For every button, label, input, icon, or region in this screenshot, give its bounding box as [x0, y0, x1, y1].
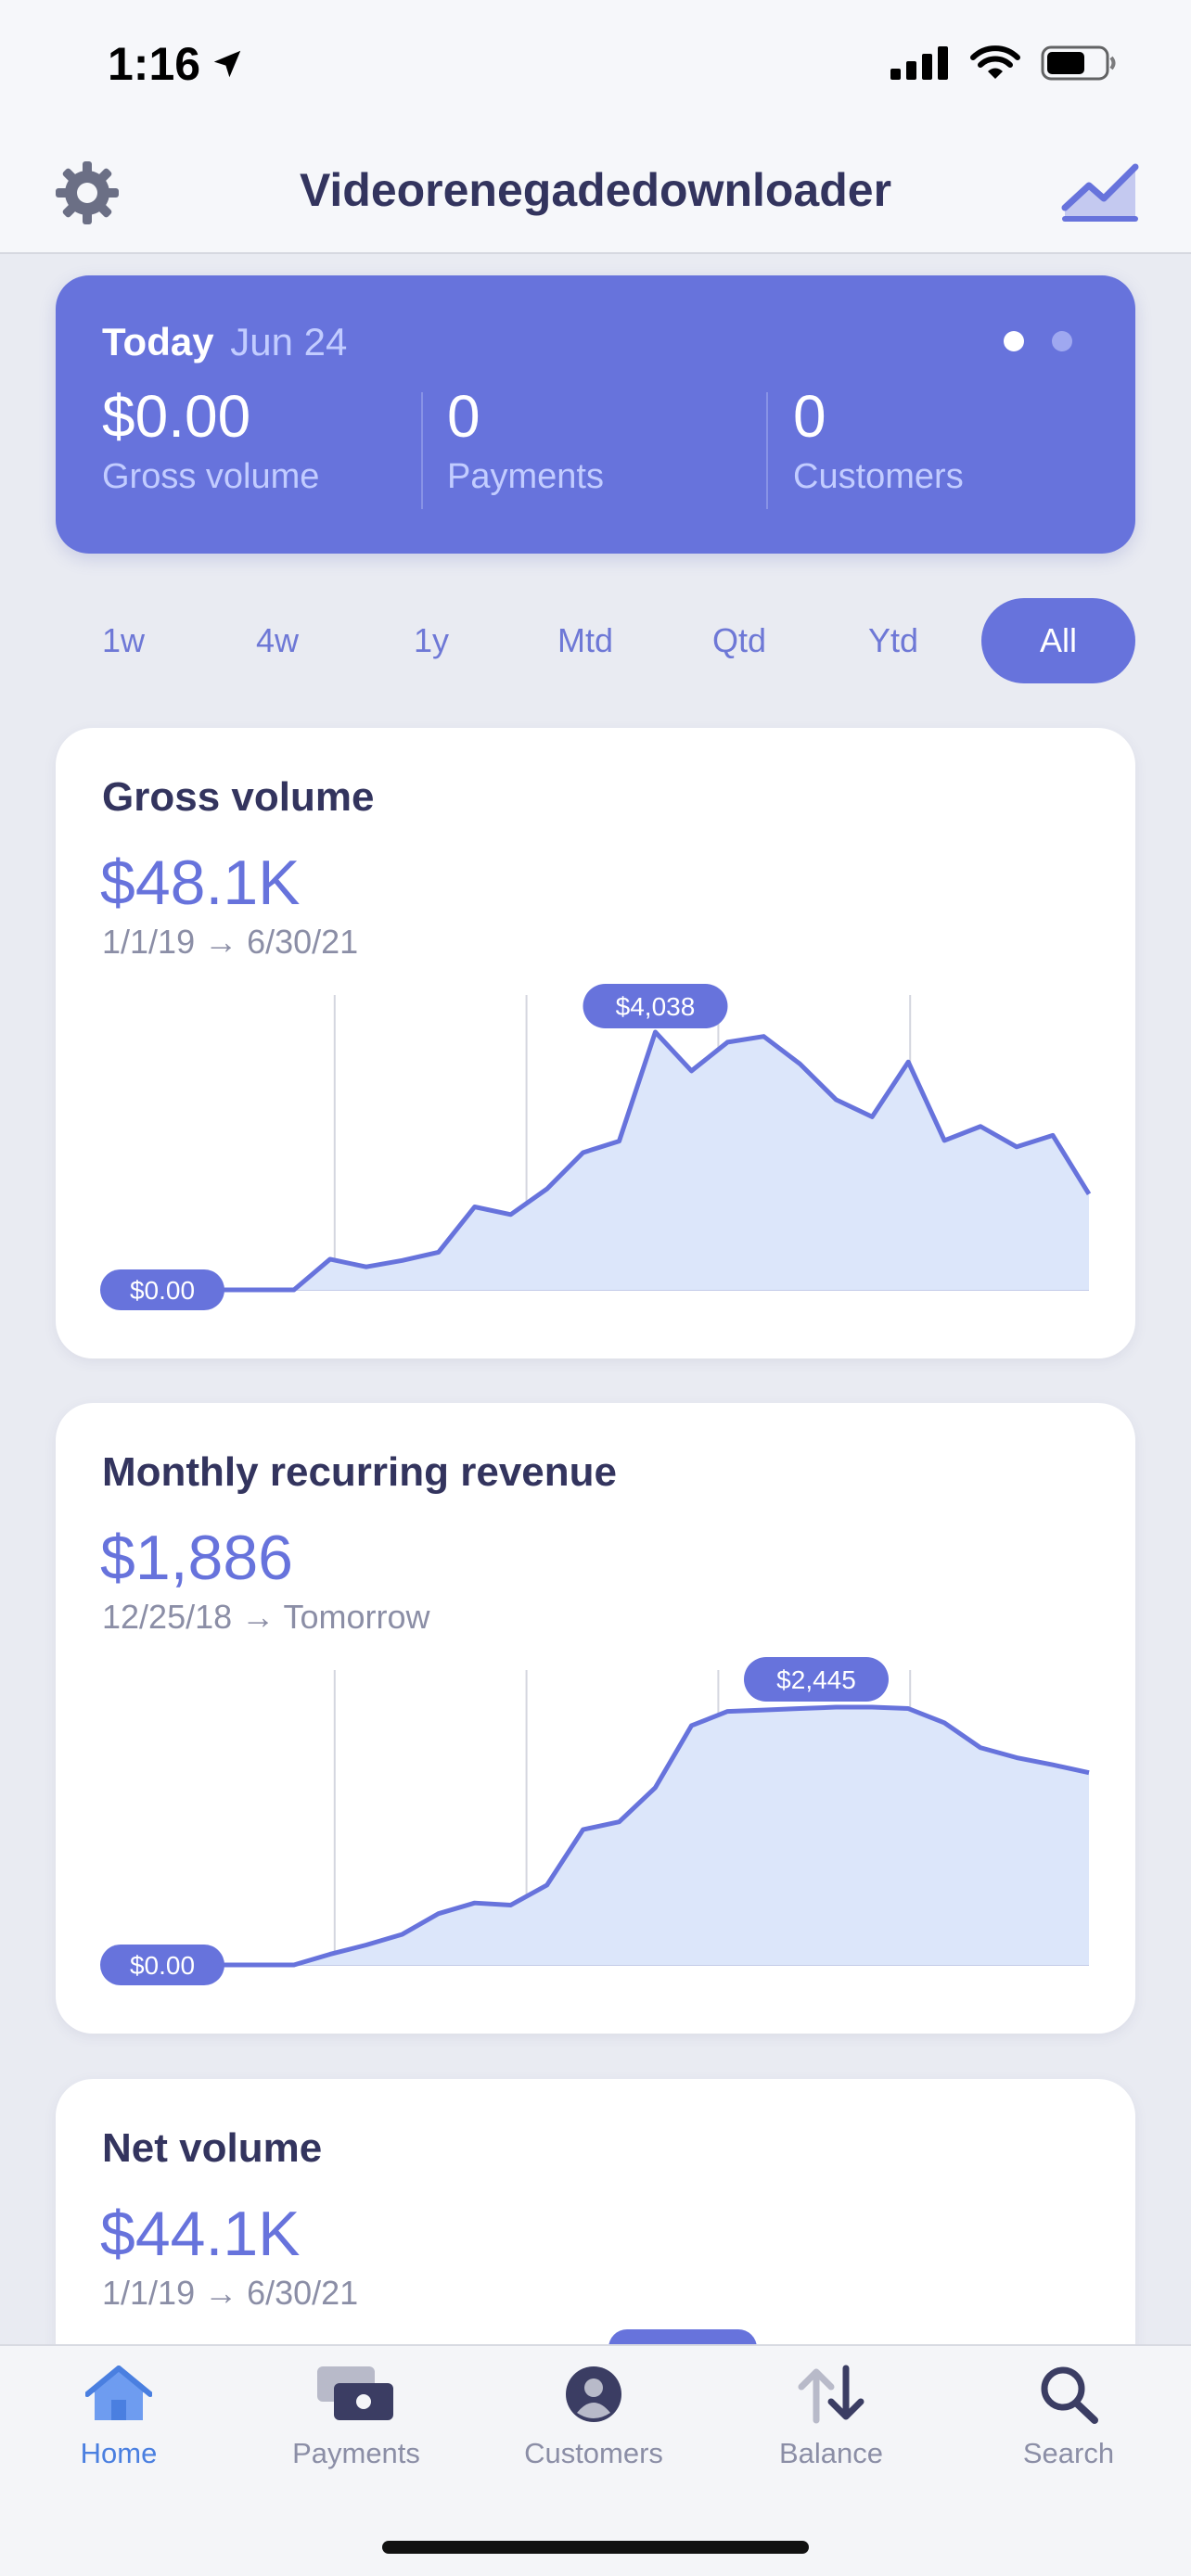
chart-max-label-bg [744, 1657, 889, 1702]
status-indicators [890, 45, 1117, 82]
stat-gross-volume-label: Gross volume [102, 457, 320, 496]
tab-label: Payments [292, 2437, 420, 2469]
tab-customers[interactable]: Customers [475, 2365, 712, 2470]
status-time-text: 1:16 [108, 38, 201, 90]
chart-max-label-text: $4,038 [616, 992, 696, 1021]
page-indicator[interactable] [1004, 331, 1072, 351]
range-tabs: 1w 4w 1y Mtd Qtd Ytd All [56, 598, 1135, 683]
card-date-range: 12/25/18 → Tomorrow [102, 1598, 430, 1636]
card-date-range: 1/1/19 → 6/30/21 [102, 923, 359, 961]
page-title: Videorenegadedownloader [299, 164, 892, 216]
gross-volume-card[interactable]: $0.00 $4,038 Gross volume $48.1K 1/1/19 →… [56, 728, 1135, 1358]
range-tab-mtd[interactable]: Mtd [557, 621, 613, 659]
home-icon [85, 2366, 152, 2420]
gross-volume-chart: $0.00 $4,038 [100, 984, 1092, 1310]
stat-divider [766, 392, 768, 509]
tab-bar: Home Payments Customers Balance Search [0, 2344, 1191, 2576]
tab-label: Customers [524, 2437, 663, 2469]
battery-icon [1041, 45, 1116, 81]
stat-customers-value: 0 [793, 383, 826, 450]
search-icon [1041, 2366, 1098, 2424]
chart-line [186, 1704, 1090, 1968]
nav-bar: Videorenegadedownloader [0, 139, 1191, 254]
payments-icon [317, 2366, 393, 2420]
chart-min-label-bg [100, 1945, 224, 1985]
stat-customers-label: Customers [793, 457, 964, 496]
chart-line [186, 1029, 1092, 1293]
location-arrow-icon [213, 50, 241, 78]
stat-customers: 0 Customers [793, 387, 964, 497]
mrr-card[interactable]: $0.00 $2,445 Monthly recurring revenue $1… [56, 1403, 1135, 2034]
range-tab-4w[interactable]: 4w [255, 621, 300, 659]
chart-max-label-text: $2,445 [776, 1665, 856, 1694]
tab-label: Home [80, 2437, 158, 2469]
range-tab-1w[interactable]: 1w [101, 621, 146, 659]
card-title: Gross volume [102, 774, 375, 820]
wifi-icon [970, 45, 1020, 79]
home-indicator [382, 2541, 809, 2554]
stat-payments-value: 0 [447, 383, 480, 450]
chart-min-label-text: $0.00 [130, 1276, 195, 1305]
chart-max-label: $2,445 [744, 1657, 889, 1702]
chart-area [186, 1707, 1089, 1965]
card-value: $44.1K [100, 2199, 301, 2269]
status-bar: 1:16 [0, 0, 1191, 139]
tab-home[interactable]: Home [0, 2365, 237, 2470]
card-value: $48.1K [100, 848, 301, 918]
customer-icon [566, 2366, 621, 2422]
stat-payments-label: Payments [447, 457, 604, 496]
chart-area [186, 1032, 1089, 1290]
tab-search[interactable]: Search [950, 2365, 1187, 2470]
status-time: 1:16 [108, 37, 245, 91]
stat-payments: 0 Payments [447, 387, 604, 497]
range-tab-qtd[interactable]: Qtd [711, 621, 767, 659]
range-tab-1y[interactable]: 1y [413, 621, 450, 659]
balance-icon [798, 2365, 864, 2424]
card-title: Monthly recurring revenue [102, 1449, 618, 1495]
today-header: Today Jun 24 [102, 320, 347, 364]
chart-max-label: $4,038 [583, 984, 728, 1028]
gear-icon[interactable] [52, 158, 122, 228]
line-chart-icon[interactable] [1061, 159, 1139, 226]
chart-min-label: $0.00 [100, 1945, 224, 1985]
chart-max-label-bg [583, 984, 728, 1028]
signal-icon [890, 46, 948, 80]
chart-min-label-bg [100, 1269, 224, 1310]
card-date-range: 1/1/19 → 6/30/21 [102, 2274, 359, 2312]
today-summary-card[interactable]: Today Jun 24 $0.00 Gross volume 0 Paymen… [56, 275, 1135, 554]
tab-payments[interactable]: Payments [237, 2365, 475, 2470]
chart-min-label: $0.00 [100, 1269, 224, 1310]
stat-gross-volume: $0.00 Gross volume [102, 387, 319, 497]
range-tab-all[interactable]: All [981, 598, 1135, 683]
stat-divider [421, 392, 423, 509]
mrr-chart: $0.00 $2,445 [100, 1657, 1090, 1985]
tab-label: Search [1022, 2437, 1115, 2469]
page-dot-1[interactable] [1004, 331, 1024, 351]
today-date: Jun 24 [230, 320, 348, 363]
card-value: $1,886 [100, 1523, 293, 1593]
card-title: Net volume [102, 2125, 323, 2171]
today-label: Today [102, 320, 214, 363]
tab-balance[interactable]: Balance [712, 2365, 950, 2470]
range-tab-ytd[interactable]: Ytd [867, 621, 919, 659]
stat-gross-volume-value: $0.00 [102, 383, 251, 450]
page-dot-2[interactable] [1052, 331, 1072, 351]
tab-label: Balance [778, 2437, 884, 2469]
chart-min-label-text: $0.00 [130, 1951, 195, 1980]
